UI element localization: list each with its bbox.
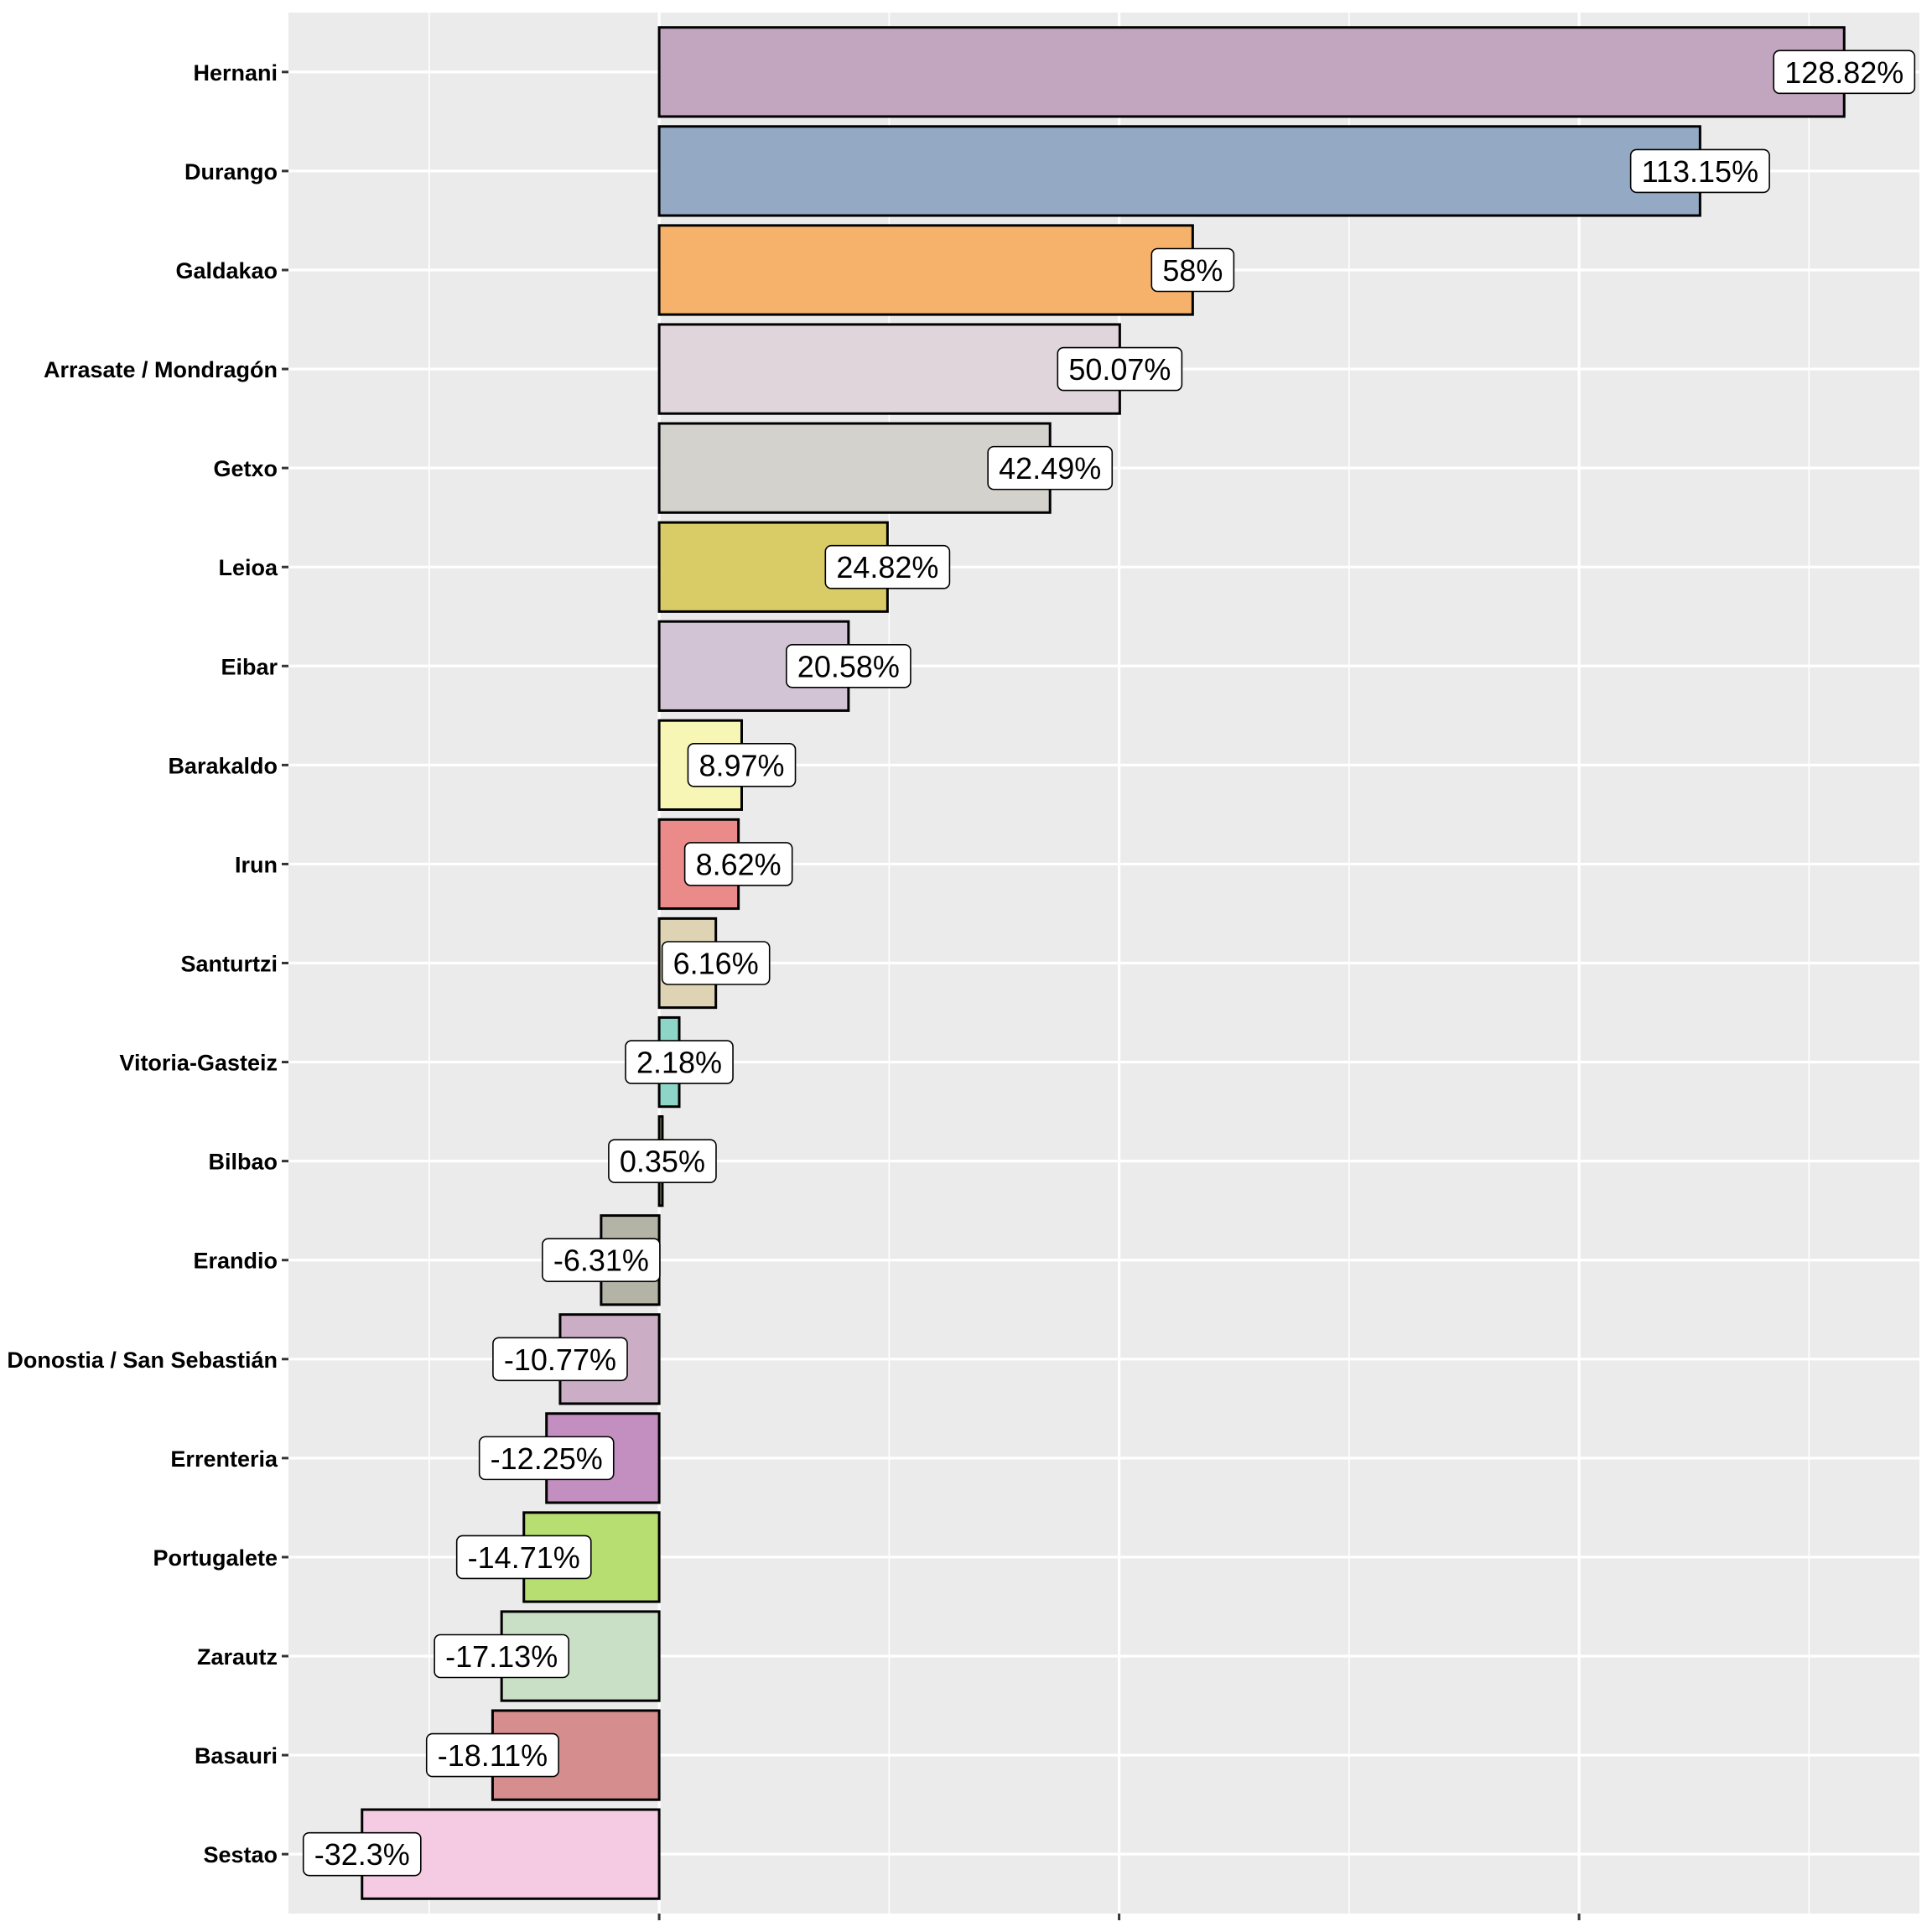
value-label: -18.11% <box>425 1732 559 1778</box>
value-label-text: -10.77% <box>504 1343 616 1377</box>
value-label-box <box>492 1337 628 1382</box>
value-label: 24.82% <box>824 544 951 589</box>
value-label-box <box>625 1040 734 1084</box>
value-label: -14.71% <box>455 1535 592 1580</box>
value-label-text: -17.13% <box>445 1639 558 1674</box>
value-label-box <box>683 842 793 886</box>
category-label: Leioa <box>218 555 278 580</box>
category-label: Barakaldo <box>168 753 278 778</box>
category-label: Basauri <box>195 1743 278 1768</box>
value-label-text: -32.3% <box>314 1837 410 1872</box>
value-label-text: 0.35% <box>620 1145 705 1179</box>
bar <box>657 125 1701 217</box>
value-label-box <box>1057 346 1183 392</box>
value-label-text: 2.18% <box>636 1046 722 1080</box>
category-label: Galdakao <box>175 258 278 283</box>
value-label-text: -14.71% <box>468 1540 580 1575</box>
value-label-text: 6.16% <box>673 947 759 981</box>
value-label-box <box>1629 148 1770 194</box>
value-label-text: 42.49% <box>999 451 1101 486</box>
value-label: -17.13% <box>434 1633 570 1679</box>
value-label-box <box>478 1436 615 1481</box>
value-label-box <box>608 1139 717 1183</box>
value-label-box <box>425 1732 559 1778</box>
x-axis <box>657 1914 1581 1920</box>
value-label-text: 8.62% <box>696 847 782 881</box>
value-label-box <box>786 643 911 688</box>
value-label: 128.82% <box>1773 49 1916 95</box>
value-label-box <box>434 1633 570 1679</box>
bar <box>657 26 1846 118</box>
category-label: Getxo <box>213 456 278 481</box>
value-label-text: -18.11% <box>438 1738 548 1773</box>
category-label: Arrasate / Mondragón <box>44 357 278 382</box>
bar <box>657 224 1194 316</box>
category-label: Hernani <box>193 60 278 86</box>
category-label: Eibar <box>221 654 278 679</box>
value-label-box <box>1773 49 1916 95</box>
category-label: Irun <box>235 852 278 877</box>
value-label-text: 113.15% <box>1642 154 1758 189</box>
value-label-text: 58% <box>1162 253 1223 288</box>
value-label: 113.15% <box>1629 148 1770 194</box>
value-label: -32.3% <box>302 1831 422 1877</box>
value-label: 20.58% <box>786 643 911 688</box>
category-label: Zarautz <box>197 1644 278 1670</box>
value-label: -10.77% <box>492 1337 628 1382</box>
category-label: Portugalete <box>153 1545 278 1571</box>
value-label-text: -12.25% <box>491 1441 603 1476</box>
value-label: 6.16% <box>661 941 771 985</box>
category-label: Vitoria-Gasteiz <box>119 1051 278 1076</box>
bar <box>657 422 1052 514</box>
category-label: Erandio <box>193 1249 278 1274</box>
category-label: Sestao <box>203 1842 278 1867</box>
value-label-box <box>687 743 797 787</box>
value-label: 2.18% <box>625 1040 734 1084</box>
value-label-box <box>824 544 951 589</box>
value-label: 0.35% <box>608 1139 717 1183</box>
value-label-text: 8.97% <box>699 748 784 782</box>
category-label: Bilbao <box>208 1150 278 1175</box>
value-label-box <box>987 445 1114 491</box>
value-label-text: 50.07% <box>1068 352 1171 387</box>
value-labels: 128.82% 113.15% 58% 50.07% 42.49% 24.82% 20.58… <box>302 49 1916 1877</box>
value-label: 8.97% <box>687 743 797 787</box>
category-label: Santurtzi <box>180 952 278 977</box>
value-label-box <box>542 1238 661 1283</box>
value-label: 58% <box>1150 247 1235 293</box>
value-label: 50.07% <box>1057 346 1183 392</box>
value-label: 42.49% <box>987 445 1114 491</box>
value-label: 8.62% <box>683 842 793 886</box>
value-label-text: 20.58% <box>797 649 900 683</box>
y-axis: Hernani Durango Galdakao Arrasate / Mondrag… <box>7 60 288 1867</box>
value-label-text: -6.31% <box>553 1244 649 1278</box>
value-label-text: 128.82% <box>1784 55 1903 90</box>
bar <box>657 323 1121 415</box>
value-label-box <box>455 1535 592 1580</box>
value-label-box <box>661 941 771 985</box>
value-label-text: 24.82% <box>836 550 938 584</box>
value-label-box <box>1150 247 1235 293</box>
value-label: -6.31% <box>542 1238 661 1283</box>
value-label: -12.25% <box>478 1436 615 1481</box>
category-label: Errenteria <box>170 1446 278 1472</box>
category-label: Donostia / San Sebastián <box>7 1348 278 1373</box>
category-label: Durango <box>184 159 278 184</box>
value-label-box <box>302 1831 422 1877</box>
